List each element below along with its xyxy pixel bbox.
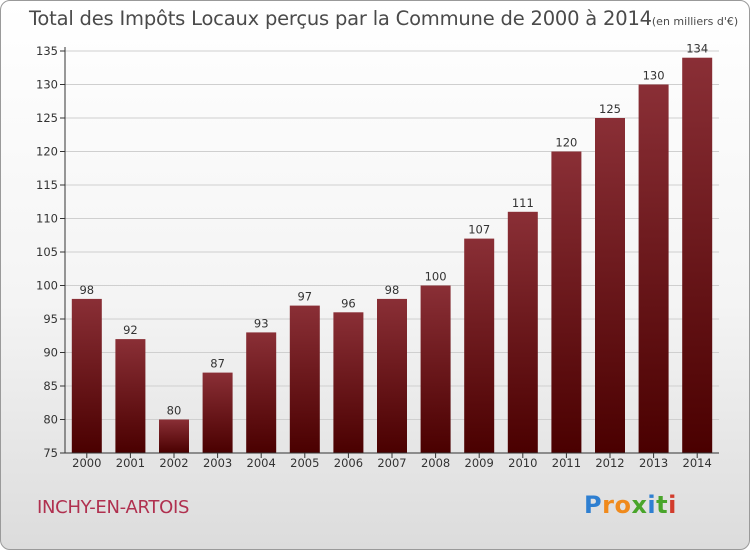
x-tick-label: 2009 [465,456,494,470]
data-label: 100 [425,270,447,284]
bar [333,312,364,453]
bar [377,298,407,453]
data-label: 134 [686,42,708,56]
data-label: 93 [254,316,269,330]
commune-name: INCHY-EN-ARTOIS [37,497,190,518]
x-tick-label: 2006 [334,456,363,470]
bar [71,298,102,453]
y-tick-label: 105 [36,245,58,259]
x-tick-label: 2014 [683,456,712,470]
chart-title: Total des Impôts Locaux perçus par la Co… [29,7,738,30]
data-label: 92 [123,323,138,337]
brand-letter: i [668,491,677,519]
x-tick-label: 2001 [116,456,145,470]
bar [595,118,625,453]
bar [638,84,669,453]
bar [289,305,320,453]
bar [202,372,233,453]
x-tick-label: 2002 [159,456,188,470]
y-tick-label: 100 [36,279,58,293]
brand-letter: r [602,491,615,519]
data-label: 130 [643,69,665,83]
bar [464,238,495,453]
x-tick-label: 2000 [72,456,101,470]
brand-letter: P [584,491,603,519]
x-tick-label: 2007 [377,456,406,470]
bar [420,285,451,453]
data-label: 120 [555,136,577,150]
y-tick-label: 110 [36,212,58,226]
x-tick-label: 2012 [595,456,624,470]
bar [682,57,713,453]
y-tick-label: 75 [43,446,58,460]
unit-note: (en milliers d'€) [651,15,739,28]
y-tick-label: 80 [43,413,58,427]
bar [115,339,146,453]
brand-letter: i [647,491,657,519]
data-label: 96 [341,296,356,310]
bar [159,419,189,453]
data-label: 98 [79,283,94,297]
x-tick-label: 2005 [290,456,319,470]
data-label: 80 [167,404,182,418]
title-text: Total des Impôts Locaux perçus par la Co… [29,7,652,30]
brand-letter: x [631,491,648,519]
y-tick-label: 115 [36,178,58,192]
x-tick-label: 2013 [639,456,668,470]
y-tick-label: 90 [43,346,58,360]
x-tick-label: 2008 [421,456,450,470]
x-tick-label: 2010 [508,456,537,470]
bar [246,332,277,453]
brand-letter: o [614,491,632,519]
x-tick-label: 2004 [247,456,276,470]
x-tick-label: 2003 [203,456,232,470]
data-label: 111 [512,196,534,210]
brand-letter: t [656,491,669,519]
data-label: 125 [599,102,621,116]
bar [551,151,582,453]
y-tick-label: 125 [36,111,58,125]
y-tick-label: 95 [43,312,58,326]
y-tick-label: 130 [36,78,58,92]
y-tick-label: 85 [43,379,58,393]
x-tick-label: 2011 [552,456,581,470]
y-tick-label: 120 [36,145,58,159]
brand-logo: Proxiti [584,491,677,519]
data-label: 107 [468,223,490,237]
y-tick-label: 135 [36,44,58,58]
data-label: 98 [385,283,400,297]
data-label: 87 [210,357,225,371]
bar [507,211,538,453]
data-label: 97 [297,290,312,304]
